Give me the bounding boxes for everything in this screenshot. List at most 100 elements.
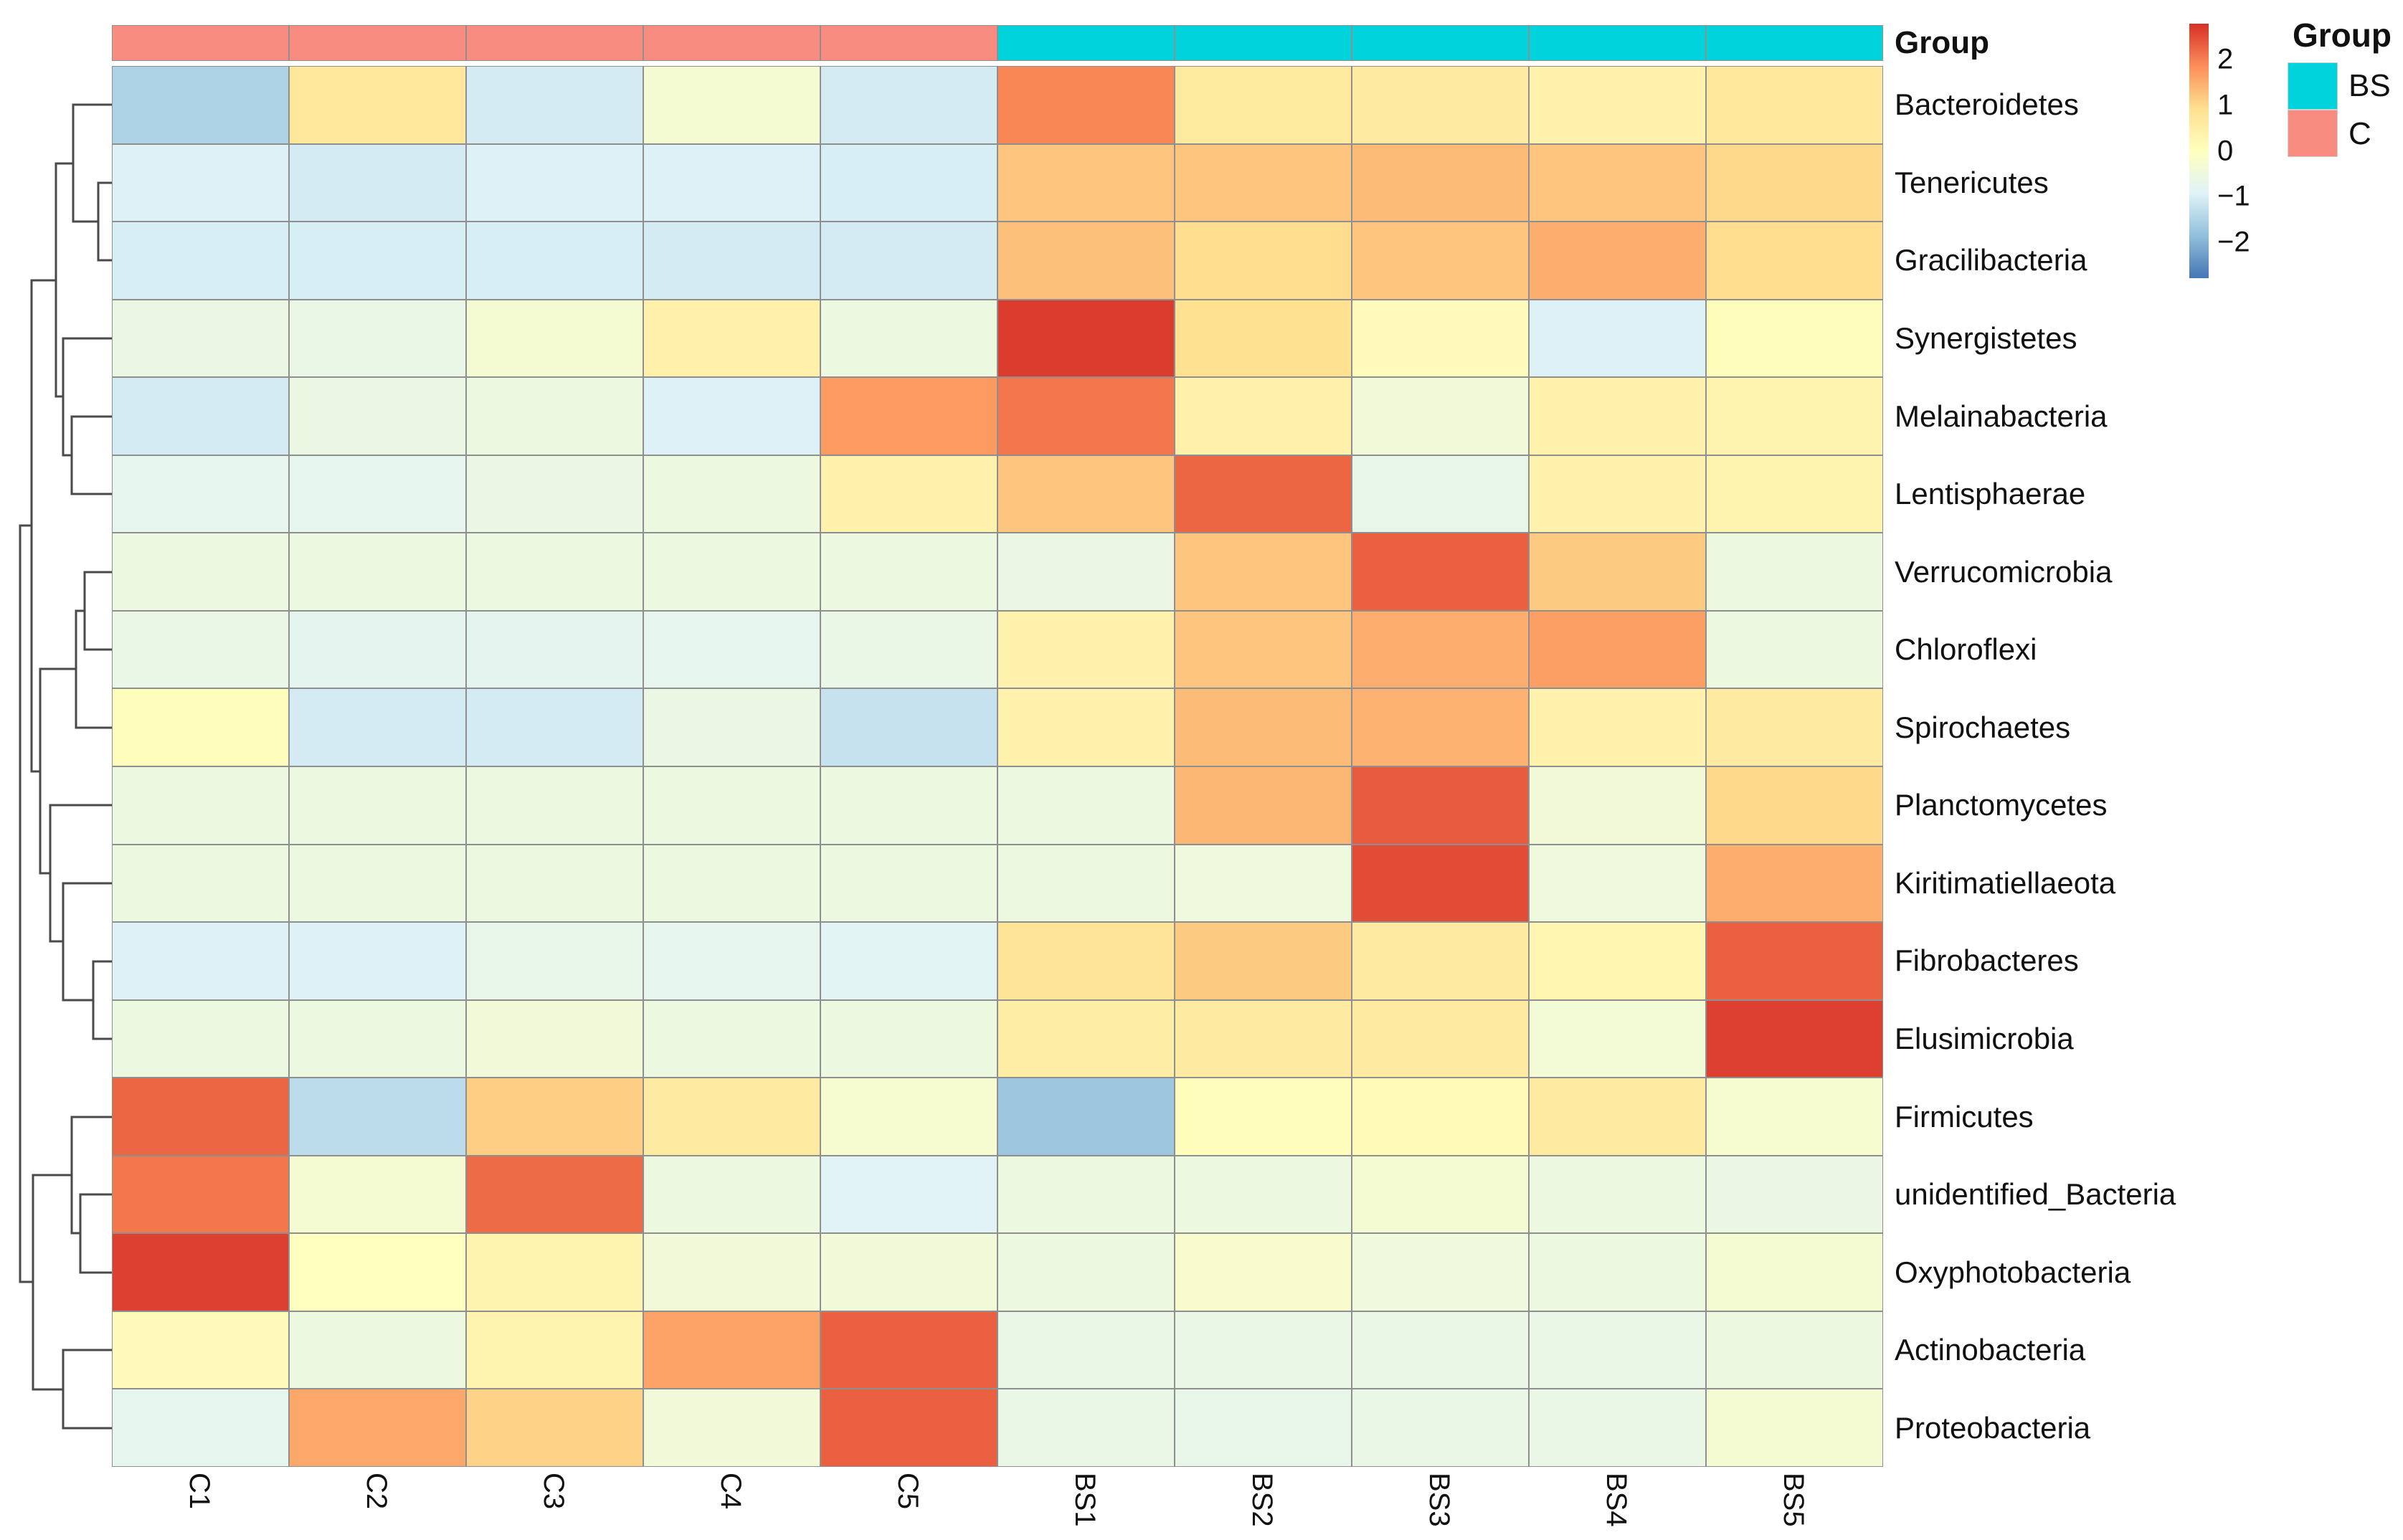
heatmap-cell [1352, 1155, 1529, 1234]
column-label: C2 [360, 1473, 392, 1510]
heatmap-cell [1529, 766, 1706, 845]
heatmap-cell [643, 533, 820, 611]
heatmap-cell [643, 143, 820, 222]
heatmap-cell [820, 766, 997, 845]
heatmap-cell [289, 1311, 466, 1389]
heatmap-cell [466, 610, 643, 689]
row-label: unidentified_Bacteria [1895, 1177, 2176, 1212]
heatmap-cell [466, 66, 643, 144]
heatmap-cell [466, 222, 643, 300]
dendrogram-branch [72, 103, 112, 223]
heatmap-cell [820, 222, 997, 300]
dendrogram-branch [30, 279, 56, 773]
heatmap-cell [1529, 143, 1706, 222]
column-label: BS3 [1423, 1473, 1455, 1527]
dendrogram-branch [39, 667, 76, 875]
heatmap-cell [997, 1078, 1175, 1156]
dendrogram-branch [83, 571, 112, 651]
annotation-cell-bs5 [1706, 25, 1883, 61]
heatmap-cell [1352, 299, 1529, 378]
dendrogram-branch [49, 804, 112, 943]
heatmap-cell [289, 377, 466, 455]
dendrogram-branch [70, 415, 112, 495]
colorbar-tick-label: 1 [2217, 89, 2234, 121]
heatmap-cell [1529, 66, 1706, 144]
heatmap-cell [643, 1311, 820, 1389]
heatmap-cell [1529, 844, 1706, 923]
heatmap-cell [1706, 1233, 1883, 1311]
heatmap-cell [289, 1078, 466, 1156]
heatmap-grid [112, 66, 1883, 1467]
heatmap-cell [1529, 533, 1706, 611]
row-label: Planctomycetes [1895, 788, 2108, 822]
annotation-cell-bs3 [1352, 25, 1529, 61]
heatmap-cell [1175, 222, 1352, 300]
heatmap-cell [997, 1311, 1175, 1389]
heatmap-cell [466, 455, 643, 533]
heatmap-cell [112, 844, 289, 923]
heatmap-cell [643, 222, 820, 300]
heatmap-cell [820, 1389, 997, 1467]
heatmap-cell [1175, 533, 1352, 611]
heatmap-cell [466, 1155, 643, 1234]
row-dendrogram [19, 103, 112, 1430]
heatmap-cell [112, 1155, 289, 1234]
heatmap-cell [112, 688, 289, 766]
dendrogram-branch [32, 1174, 72, 1391]
heatmap-cell [643, 299, 820, 378]
annotation-cell-bs2 [1175, 25, 1352, 61]
heatmap-cell [289, 455, 466, 533]
dendrogram-branch [19, 524, 33, 1283]
heatmap-cell [112, 1389, 289, 1467]
heatmap-cell [1352, 610, 1529, 689]
dendrogram-branch [62, 337, 112, 457]
heatmap-cell [1706, 610, 1883, 689]
heatmap-cell [466, 1311, 643, 1389]
heatmap-cell [1352, 1311, 1529, 1389]
heatmap-cell [820, 455, 997, 533]
heatmap-cell [1706, 299, 1883, 378]
annotation-cell-c2 [289, 25, 466, 61]
heatmap-cell [1352, 377, 1529, 455]
heatmap-cell [1706, 844, 1883, 923]
column-label: BS2 [1246, 1473, 1278, 1527]
heatmap-cell [1352, 999, 1529, 1078]
heatmap-cell [643, 999, 820, 1078]
heatmap-cell [466, 1389, 643, 1467]
heatmap-cell [466, 999, 643, 1078]
heatmap-cell [997, 299, 1175, 378]
heatmap-cell [1352, 143, 1529, 222]
heatmap-cell [1175, 1233, 1352, 1311]
heatmap-cell [820, 999, 997, 1078]
dendrogram-branch [62, 1349, 112, 1430]
dendrogram-branch [92, 960, 112, 1040]
heatmap-cell [466, 143, 643, 222]
heatmap-cell [997, 66, 1175, 144]
heatmap-cell [643, 922, 820, 1000]
dendrogram-branch [54, 162, 73, 398]
colorbar-tick-label: −2 [2217, 226, 2250, 258]
annotation-cell-bs4 [1529, 25, 1706, 61]
column-label: BS4 [1600, 1473, 1632, 1527]
heatmap-cell [112, 455, 289, 533]
heatmap-cell [820, 688, 997, 766]
heatmap-cell [1706, 222, 1883, 300]
row-label: Bacteroidetes [1895, 87, 2079, 122]
heatmap-cell [466, 533, 643, 611]
heatmap-cell [997, 922, 1175, 1000]
heatmap-cell [112, 610, 289, 689]
heatmap-cell [289, 1155, 466, 1234]
heatmap-cell [289, 1389, 466, 1467]
row-label: Spirochaetes [1895, 710, 2071, 744]
heatmap-cell [1706, 999, 1883, 1078]
heatmap-cell [1352, 66, 1529, 144]
heatmap-cell [1175, 922, 1352, 1000]
heatmap-cell [466, 766, 643, 845]
heatmap-cell [1352, 1078, 1529, 1156]
heatmap-cell [820, 143, 997, 222]
heatmap-cell [1529, 922, 1706, 1000]
heatmap-cell [997, 844, 1175, 923]
heatmap-cell [1175, 688, 1352, 766]
heatmap-cell [820, 299, 997, 378]
heatmap-cell [1175, 1078, 1352, 1156]
